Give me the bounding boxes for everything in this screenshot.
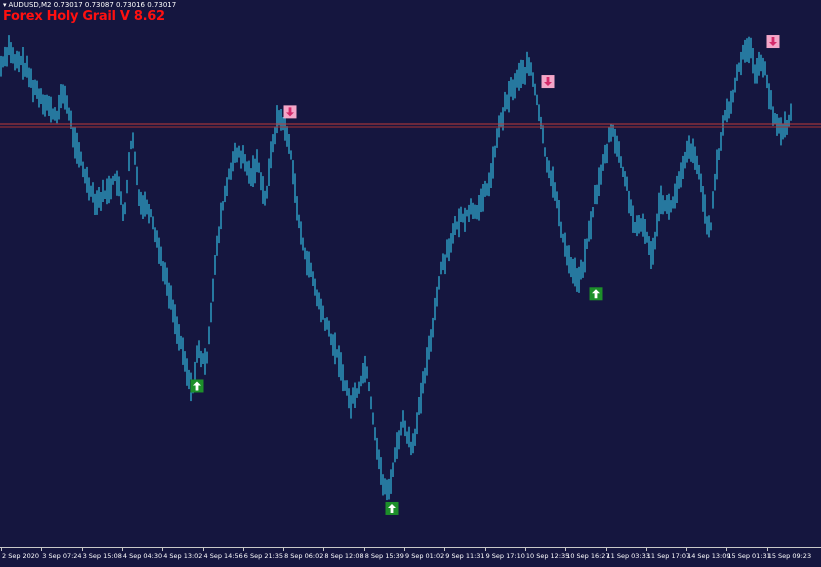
- time-tick-label: 11 Sep 17:07: [646, 552, 691, 560]
- time-tick-mark: [524, 548, 526, 551]
- time-tick-label: 4 Sep 13:02: [163, 552, 203, 560]
- time-tick-mark: [726, 548, 728, 551]
- price-chart[interactable]: [0, 0, 821, 547]
- time-tick-label: 9 Sep 17:10: [485, 552, 525, 560]
- time-tick-mark: [686, 548, 688, 551]
- symbol-quote: AUDUSD,M2 0.73017 0.73087 0.73016 0.7301…: [8, 1, 177, 9]
- time-tick-mark: [444, 548, 446, 551]
- time-tick-label: 10 Sep 12:35: [525, 552, 570, 560]
- time-tick-mark: [605, 548, 607, 551]
- time-tick-label: 15 Sep 01:31: [727, 552, 771, 560]
- time-tick-mark: [565, 548, 567, 551]
- time-tick-mark: [283, 548, 285, 551]
- symbol-header: ▾ AUDUSD,M2 0.73017 0.73087 0.73016 0.730…: [3, 1, 176, 9]
- time-tick-mark: [41, 548, 43, 551]
- time-tick-mark: [404, 548, 405, 551]
- time-tick-label: 9 Sep 01:02: [405, 552, 445, 560]
- buy-signal-arrow[interactable]: [190, 379, 204, 393]
- time-tick-label: 6 Sep 21:35: [243, 552, 284, 560]
- arrow-down-icon: [286, 107, 294, 117]
- time-tick-mark: [121, 548, 123, 551]
- time-tick-label: 9 Sep 11:31: [445, 552, 485, 560]
- time-axis: 2 Sep 2020 3 Sep 07:24 3 Sep 15:08 4 Sep 04…: [0, 547, 821, 567]
- time-tick-label: 14 Sep 13:09: [687, 552, 731, 560]
- buy-signal-arrow[interactable]: [589, 287, 603, 301]
- time-tick-label: 8 Sep 15:39: [364, 552, 404, 560]
- arrow-down-icon: [544, 77, 552, 87]
- arrow-up-icon: [193, 381, 201, 391]
- time-tick-mark: [484, 548, 486, 551]
- time-tick-label: 11 Sep 03:33: [606, 552, 650, 560]
- time-tick-label: 15 Sep 09:23: [767, 552, 812, 560]
- arrow-down-icon: [769, 37, 777, 47]
- time-tick-label: 3 Sep 15:08: [82, 552, 122, 560]
- sell-signal-arrow[interactable]: [766, 35, 780, 49]
- time-tick-mark: [1, 548, 2, 551]
- indicator-title: Forex Holy Grail V 8.62: [3, 9, 165, 24]
- time-tick-label: 3 Sep 07:24: [42, 552, 82, 560]
- price-bars-layer: [0, 35, 792, 501]
- time-tick-label: 10 Sep 16:27: [566, 552, 610, 560]
- time-tick-label: 4 Sep 04:30: [122, 552, 163, 560]
- time-tick-label: 2 Sep 2020: [2, 552, 40, 560]
- time-tick-label: 8 Sep 06:02: [284, 552, 324, 560]
- time-tick-mark: [242, 548, 244, 551]
- time-tick-label: 8 Sep 12:08: [324, 552, 364, 560]
- time-tick-mark: [162, 548, 164, 551]
- time-tick-label: 4 Sep 14:56: [203, 552, 243, 560]
- time-tick-mark: [766, 548, 768, 551]
- time-tick-mark: [645, 548, 647, 551]
- arrow-up-icon: [388, 503, 396, 513]
- sell-signal-arrow[interactable]: [283, 105, 297, 119]
- time-tick-mark: [81, 548, 83, 551]
- buy-signal-arrow[interactable]: [385, 501, 399, 515]
- time-tick-mark: [363, 548, 365, 551]
- triangle-down-icon[interactable]: ▾: [3, 1, 7, 9]
- time-tick-mark: [202, 548, 204, 551]
- arrow-up-icon: [592, 289, 600, 299]
- sell-signal-arrow[interactable]: [541, 75, 555, 89]
- time-tick-mark: [323, 548, 325, 551]
- signal-arrows-layer: [190, 35, 780, 515]
